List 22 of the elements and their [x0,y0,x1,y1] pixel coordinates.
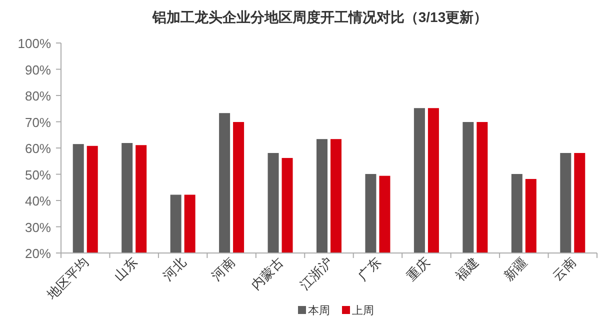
y-tick-label: 100% [18,36,52,51]
x-tick-label: 重庆 [404,254,433,284]
y-tick-label: 80% [24,88,52,104]
chart-title: 铝加工龙头企业分地区周度开工情况对比（3/13更新） [151,9,488,25]
x-tick-label: 广东 [354,254,384,284]
y-tick-label: 30% [24,220,52,235]
x-tick-label: 河北 [160,254,189,284]
x-tick-label: 内蒙古 [248,254,286,293]
legend-label: 上周 [352,304,374,317]
x-tick-label: 河南 [208,254,238,284]
y-tick-label: 40% [24,194,52,208]
x-tick-label: 山东 [111,254,140,284]
x-tick-label: 福建 [452,254,482,284]
y-tick-label: 70% [24,114,52,130]
legend-label: 本周 [308,304,330,317]
x-tick-label: 江浙沪 [296,254,336,293]
y-tick-label: 90% [24,62,52,78]
y-tick-label: 60% [24,141,52,156]
x-tick-label: 云南 [550,254,579,284]
y-tick-label: 20% [24,246,52,261]
y-tick-label: 50% [24,167,52,182]
x-tick-label: 新疆 [501,254,530,284]
